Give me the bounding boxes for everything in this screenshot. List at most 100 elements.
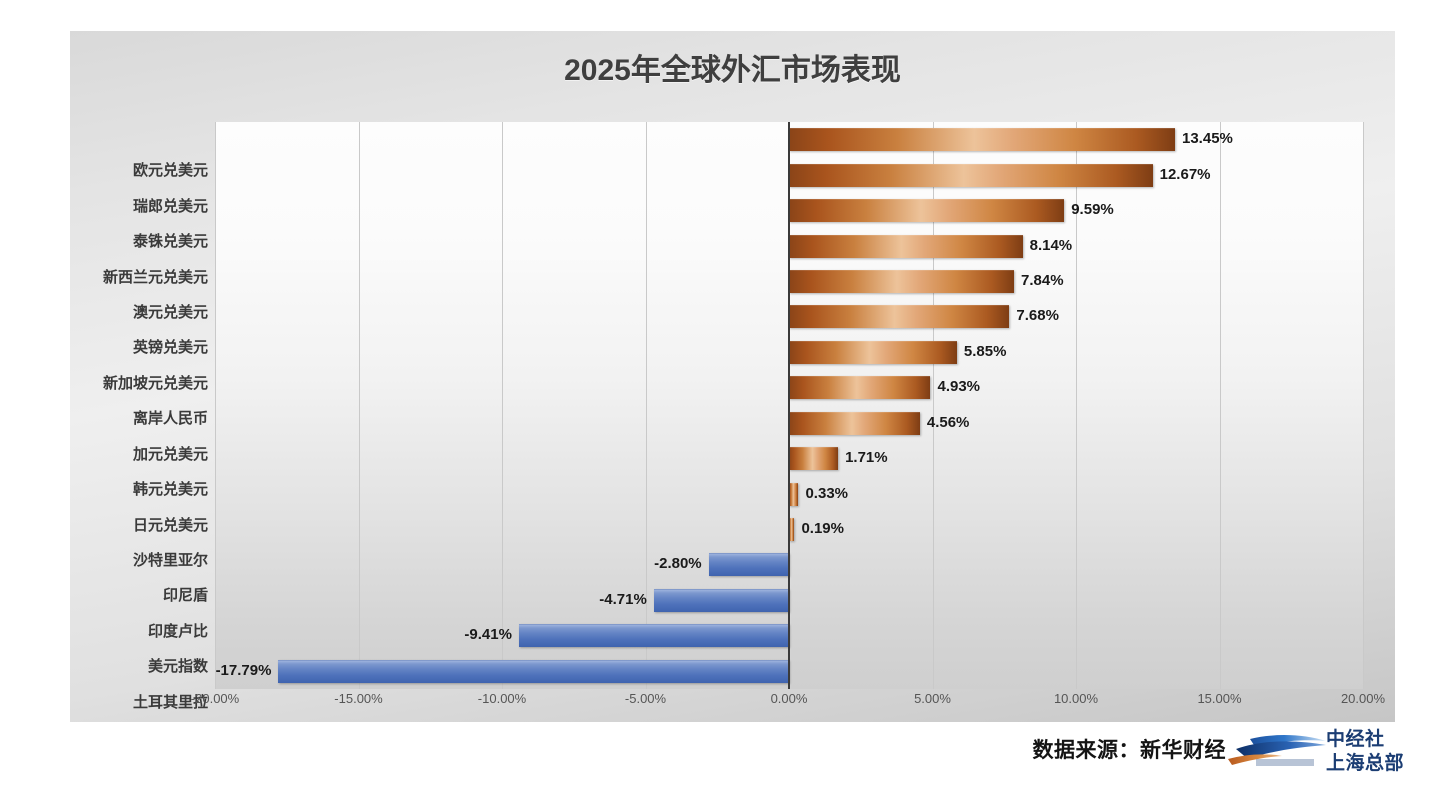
bar-negative[interactable] xyxy=(518,624,789,648)
bar-positive[interactable] xyxy=(789,199,1065,223)
category-label-row: 欧元兑美元 xyxy=(70,154,208,187)
category-label: 韩元兑美元 xyxy=(132,481,208,499)
bar-row: 12.67% xyxy=(215,159,1363,192)
category-label: 沙特里亚尔 xyxy=(132,552,208,570)
bar-row: 4.56% xyxy=(215,407,1363,440)
gridline xyxy=(1363,122,1364,689)
plot-area: 13.45% 12.67% 9.59% 8.14% 7.84% 7.68% 5.85% 4.9… xyxy=(215,122,1364,689)
bar-row: 7.84% xyxy=(215,265,1363,298)
gridline xyxy=(358,122,360,689)
x-tick-label: 0.00% xyxy=(770,691,808,706)
bar-value-label: 4.93% xyxy=(937,378,981,396)
organization-logo: 中经社 上海总部 xyxy=(1226,728,1405,778)
bar-row: 7.68% xyxy=(215,300,1363,333)
bar-row: 0.33% xyxy=(215,478,1363,511)
category-label-row: 加元兑美元 xyxy=(70,438,208,471)
logo-line-1: 中经社 xyxy=(1326,729,1385,750)
category-label: 加元兑美元 xyxy=(132,445,208,463)
bar-row: -2.80% xyxy=(215,548,1363,581)
category-label: 英镑兑美元 xyxy=(132,339,208,357)
x-tick-label: -15.00% xyxy=(334,691,383,706)
bar-positive[interactable] xyxy=(789,269,1014,293)
x-tick-label: -5.00% xyxy=(624,691,667,706)
category-axis: 欧元兑美元瑞郎兑美元泰铢兑美元新西兰元兑美元澳元兑美元英镑兑美元新加坡元兑美元离… xyxy=(70,153,208,720)
category-label-row: 新加坡元兑美元 xyxy=(70,367,208,400)
chart-panel: 2025年全球外汇市场表现 欧元兑美元瑞郎兑美元泰铢兑美元新西兰元兑美元澳元兑美… xyxy=(70,31,1395,722)
bar-value-label: 0.33% xyxy=(805,484,849,502)
bar-value-label: -4.71% xyxy=(599,590,647,608)
category-label-row: 泰铢兑美元 xyxy=(70,225,208,258)
category-label: 新西兰元兑美元 xyxy=(102,268,208,286)
category-label: 澳元兑美元 xyxy=(132,303,208,321)
bar-positive[interactable] xyxy=(789,376,931,400)
chart-title: 2025年全球外汇市场表现 xyxy=(564,54,901,87)
category-label-row: 美元指数 xyxy=(70,650,208,683)
bar-row: 9.59% xyxy=(215,194,1363,227)
category-label-row: 印尼盾 xyxy=(70,579,208,612)
category-label: 土耳其里拉 xyxy=(132,693,208,711)
category-label-row: 印度卢比 xyxy=(70,615,208,648)
bar-positive[interactable] xyxy=(789,305,1010,329)
x-tick-label: -20.00% xyxy=(190,691,240,706)
gridline xyxy=(502,122,503,689)
category-label: 瑞郎兑美元 xyxy=(132,197,208,215)
bar-value-label: -17.79% xyxy=(215,661,272,679)
bar-positive[interactable] xyxy=(789,482,799,506)
bar-row: 13.45% xyxy=(215,123,1363,156)
bar-row: -9.41% xyxy=(215,619,1363,652)
bar-positive[interactable] xyxy=(789,234,1023,258)
logo-line-2: 上海总部 xyxy=(1326,753,1405,774)
category-label-row: 新西兰元兑美元 xyxy=(70,261,208,294)
category-label-row: 土耳其里拉 xyxy=(70,686,208,719)
category-label-row: 韩元兑美元 xyxy=(70,473,208,506)
logo-text: 中经社 上海总部 xyxy=(1326,728,1405,776)
x-axis: -20.00% -15.00% -10.00% -5.00% 0.00% 5.00% 10.… xyxy=(191,691,1385,717)
category-label: 美元指数 xyxy=(147,658,208,676)
bar-value-label: 5.85% xyxy=(963,342,1007,360)
zero-axis-line xyxy=(788,122,790,689)
category-label: 印尼盾 xyxy=(162,587,208,605)
x-tick-label: 15.00% xyxy=(1197,691,1242,706)
bar-positive[interactable] xyxy=(789,340,957,364)
category-label-row: 离岸人民币 xyxy=(70,402,208,435)
bar-value-label: 1.71% xyxy=(845,449,888,467)
gridline xyxy=(645,122,647,689)
bar-row: 8.14% xyxy=(215,230,1363,263)
bar-negative[interactable] xyxy=(278,659,789,683)
x-tick-label: 10.00% xyxy=(1053,691,1099,706)
category-label: 新加坡元兑美元 xyxy=(102,374,208,392)
bar-row: 1.71% xyxy=(215,442,1363,475)
footer: 数据来源：新华财经 xyxy=(0,726,1448,786)
bar-value-label: 8.14% xyxy=(1029,236,1073,254)
bar-positive[interactable] xyxy=(789,128,1175,152)
bar-value-label: -2.80% xyxy=(654,555,702,573)
category-label: 日元兑美元 xyxy=(132,516,208,534)
gridline xyxy=(932,122,934,689)
bar-negative[interactable] xyxy=(653,588,789,612)
bar-value-label: 7.68% xyxy=(1016,307,1059,325)
bar-row: -4.71% xyxy=(215,584,1363,617)
bar-positive[interactable] xyxy=(789,411,920,435)
gridline xyxy=(1219,122,1221,689)
bar-value-label: 9.59% xyxy=(1071,201,1114,219)
bar-positive[interactable] xyxy=(789,163,1153,187)
category-label: 欧元兑美元 xyxy=(132,162,208,180)
category-label: 泰铢兑美元 xyxy=(132,233,208,251)
data-source-label: 数据来源：新华财经 xyxy=(1032,739,1226,762)
category-label: 印度卢比 xyxy=(147,622,208,640)
gridline xyxy=(1076,122,1077,689)
category-label: 离岸人民币 xyxy=(132,410,208,428)
bar-positive[interactable] xyxy=(789,518,795,542)
bar-value-label: 12.67% xyxy=(1159,165,1211,183)
x-tick-label: -10.00% xyxy=(477,691,527,706)
bar-row: 4.93% xyxy=(215,371,1363,404)
bar-row: 0.19% xyxy=(215,513,1363,546)
bar-positive[interactable] xyxy=(789,447,839,471)
bar-value-label: 13.45% xyxy=(1182,130,1233,148)
bar-negative[interactable] xyxy=(708,553,789,577)
bar-row: -17.79% xyxy=(215,655,1363,688)
bar-value-label: -9.41% xyxy=(464,626,512,644)
bar-value-label: 7.84% xyxy=(1021,271,1064,289)
x-tick-label: 5.00% xyxy=(914,691,951,706)
logo-swoosh-icon xyxy=(1228,735,1326,766)
